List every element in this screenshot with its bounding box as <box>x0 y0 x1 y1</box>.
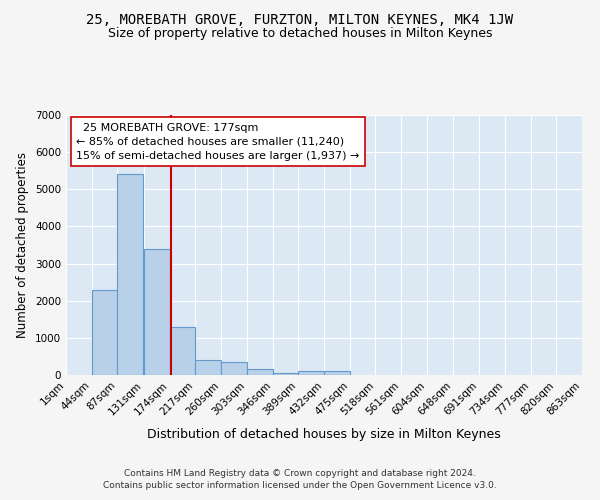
Text: Size of property relative to detached houses in Milton Keynes: Size of property relative to detached ho… <box>108 28 492 40</box>
Text: Contains HM Land Registry data © Crown copyright and database right 2024.
Contai: Contains HM Land Registry data © Crown c… <box>103 469 497 490</box>
Bar <box>170 326 195 375</box>
Bar <box>92 290 118 375</box>
Bar <box>144 248 170 375</box>
Text: 25, MOREBATH GROVE, FURZTON, MILTON KEYNES, MK4 1JW: 25, MOREBATH GROVE, FURZTON, MILTON KEYN… <box>86 12 514 26</box>
Bar <box>247 370 272 375</box>
Bar <box>195 360 221 375</box>
Bar <box>324 372 350 375</box>
Y-axis label: Number of detached properties: Number of detached properties <box>16 152 29 338</box>
Bar <box>118 174 143 375</box>
Bar <box>272 373 298 375</box>
X-axis label: Distribution of detached houses by size in Milton Keynes: Distribution of detached houses by size … <box>147 428 501 441</box>
Bar <box>298 372 324 375</box>
Text: 25 MOREBATH GROVE: 177sqm  
← 85% of detached houses are smaller (11,240)
15% of: 25 MOREBATH GROVE: 177sqm ← 85% of detac… <box>76 123 359 161</box>
Bar <box>221 362 247 375</box>
